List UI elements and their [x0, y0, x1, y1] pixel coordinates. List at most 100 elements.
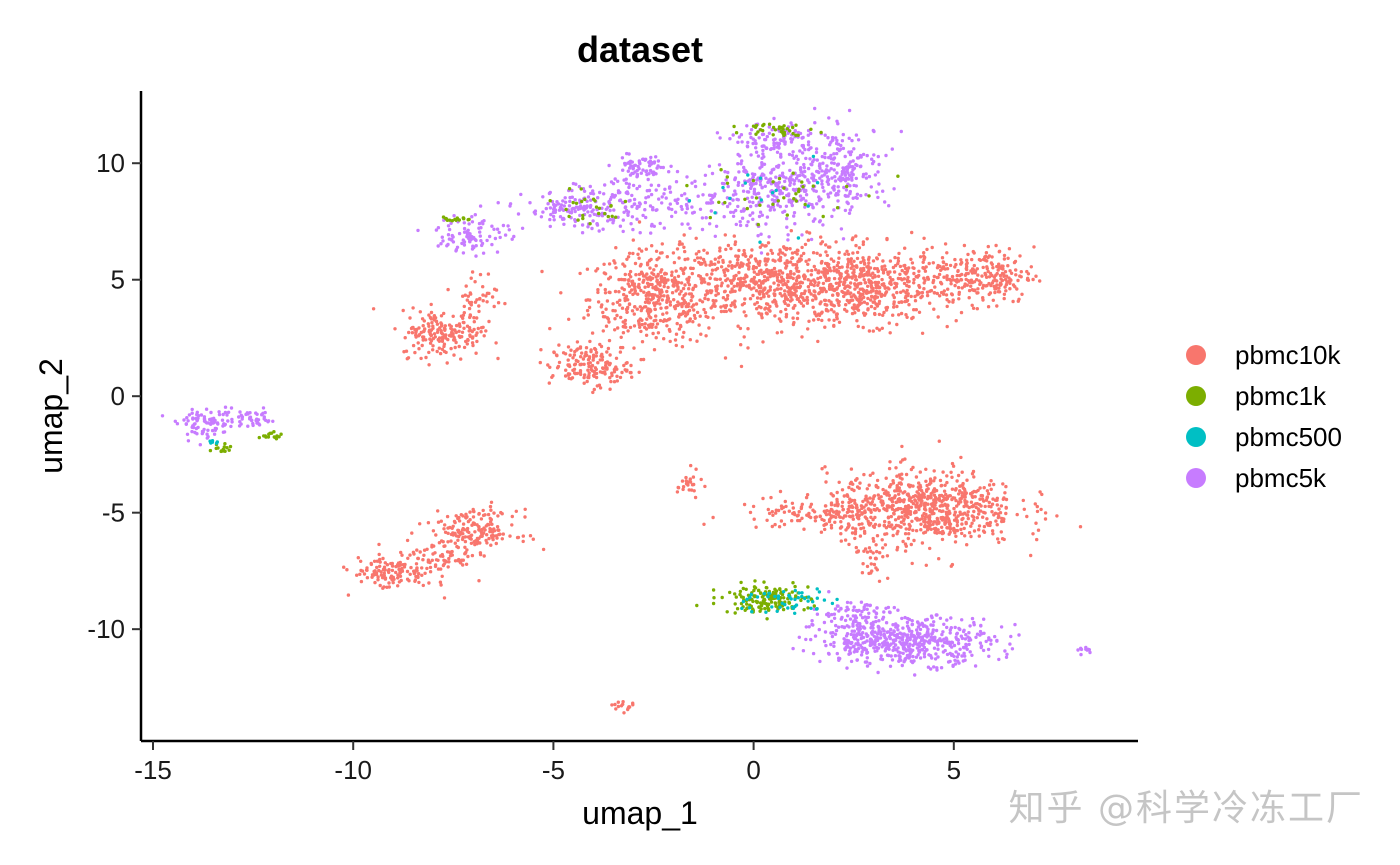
data-point — [428, 337, 432, 341]
data-point — [761, 340, 765, 344]
data-point — [795, 161, 799, 165]
data-point — [837, 609, 841, 613]
data-point — [369, 562, 374, 567]
data-point — [717, 163, 722, 167]
data-point — [632, 312, 636, 316]
data-point — [804, 259, 808, 263]
data-point — [698, 314, 702, 318]
data-point — [759, 251, 764, 255]
data-point — [845, 638, 849, 642]
data-point — [733, 299, 737, 303]
data-point — [715, 266, 720, 271]
data-point — [976, 488, 980, 493]
data-point — [932, 665, 936, 669]
data-point — [914, 636, 918, 641]
data-point — [936, 315, 940, 319]
data-point — [986, 305, 991, 309]
data-point — [498, 532, 502, 536]
data-point — [703, 260, 707, 264]
data-point — [923, 517, 927, 521]
data-point — [823, 527, 827, 532]
data-point — [869, 304, 874, 309]
data-point — [870, 281, 874, 285]
data-point — [646, 307, 650, 311]
data-point — [869, 290, 873, 294]
data-point — [726, 170, 730, 175]
data-point — [835, 490, 839, 495]
data-point — [684, 479, 688, 483]
data-point — [1002, 296, 1006, 301]
data-point — [956, 637, 960, 642]
data-point — [913, 294, 917, 299]
data-point — [591, 353, 596, 357]
data-point — [864, 618, 868, 623]
data-point — [970, 494, 974, 498]
data-point — [365, 576, 370, 580]
data-point — [905, 288, 909, 293]
data-point — [880, 326, 884, 330]
data-point — [829, 631, 833, 635]
data-point — [760, 156, 764, 160]
data-point — [678, 323, 683, 328]
data-point — [983, 258, 988, 262]
data-point — [462, 311, 466, 315]
data-point — [873, 266, 877, 271]
data-point — [852, 183, 856, 188]
data-point — [733, 242, 737, 247]
data-point — [622, 292, 626, 297]
data-point — [756, 272, 761, 276]
data-point — [889, 278, 894, 282]
data-point — [827, 169, 831, 173]
data-point — [611, 302, 615, 306]
data-point — [872, 494, 877, 498]
data-point — [941, 494, 945, 499]
data-point — [871, 286, 875, 291]
data-point — [843, 648, 847, 652]
data-point — [773, 292, 777, 296]
data-point — [713, 262, 717, 266]
point-cluster-pbmc10k — [365, 533, 483, 588]
data-point — [778, 258, 782, 263]
data-point — [836, 625, 841, 629]
data-point — [752, 517, 756, 521]
data-point — [633, 305, 637, 309]
data-point — [573, 219, 578, 224]
data-point — [477, 304, 481, 308]
data-point — [389, 576, 393, 580]
data-point — [985, 266, 989, 271]
data-point — [961, 629, 966, 634]
data-point — [785, 216, 789, 221]
data-point — [1001, 267, 1005, 271]
data-point — [860, 650, 864, 654]
data-point — [777, 269, 781, 273]
data-point — [899, 632, 904, 636]
data-point — [777, 272, 781, 277]
data-point — [861, 625, 866, 629]
data-point — [933, 476, 937, 480]
data-point — [788, 247, 792, 251]
data-point — [988, 291, 993, 295]
data-point — [900, 636, 904, 640]
data-point — [1017, 297, 1021, 301]
data-point — [419, 356, 423, 361]
data-point — [906, 644, 911, 649]
data-point — [799, 506, 803, 511]
data-point — [427, 313, 431, 317]
data-point — [632, 324, 637, 328]
data-point — [872, 503, 877, 507]
data-point — [858, 627, 862, 631]
data-point — [802, 527, 806, 531]
data-point — [420, 317, 425, 321]
data-point — [654, 314, 658, 318]
data-point — [660, 195, 664, 199]
data-point — [947, 518, 951, 523]
data-point — [907, 303, 911, 307]
data-point — [941, 529, 945, 534]
data-point — [456, 538, 460, 542]
data-point — [736, 152, 740, 157]
data-point — [466, 519, 471, 524]
data-point — [649, 162, 653, 166]
data-point — [669, 164, 673, 168]
data-point — [776, 203, 780, 207]
data-point — [930, 509, 935, 513]
